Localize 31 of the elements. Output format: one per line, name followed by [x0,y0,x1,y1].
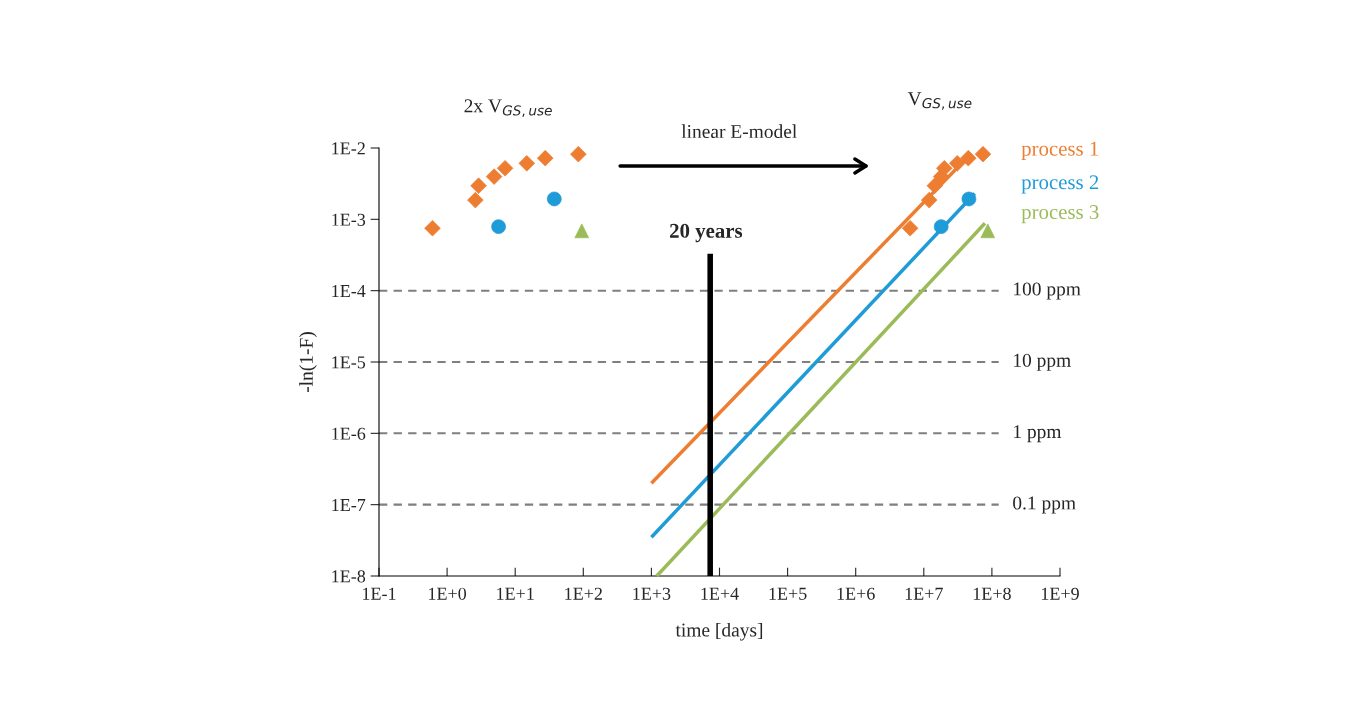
x-axis-title: time [days] [675,622,763,641]
y-tick-label: 1E-5 [332,356,366,369]
text: process 1 [1021,141,1099,160]
x-tick-label: 1E+6 [837,587,875,600]
ref-line-label: 100 ppm [1014,282,1081,300]
x-tick-label: 1E+3 [633,587,671,600]
y-tick-label: 1E-4 [332,285,366,297]
series-label: process 3 [1021,205,1099,224]
text: linear E-model [681,124,797,139]
ref-line-label: 10 ppm [1014,353,1071,371]
x-tick-label: 1E+2 [565,587,602,600]
y-tick-label: 1E-6 [332,427,366,440]
annotation: 20 years [670,223,743,243]
x-tick-label: 1E+1 [497,587,534,600]
x-tick-label: 1E+7 [905,587,943,600]
y-axis-title: -ln(1-F) [299,332,317,393]
y-tick-label: 1E-7 [332,499,366,511]
x-tick-label: 1E-1 [363,587,396,600]
ref-line-label: 1 ppm [1014,425,1062,443]
y-tick-label: 1E-3 [332,213,366,226]
x-tick-label: 1E+0 [429,587,467,600]
text: process 2 [1021,175,1099,194]
x-tick-label: 1E+9 [1041,587,1079,600]
y-tick-label: 1E-8 [332,570,366,583]
x-tick-label: 1E+4 [701,587,739,600]
text: 2x V$_{GS,use}$ [464,99,552,117]
text: V$_{GS,use}$ [907,92,972,110]
x-tick-label: 1E+8 [973,587,1011,600]
y-tick-label: 1E-2 [332,142,365,155]
ref-line-label: 0.1 ppm [1013,496,1076,514]
x-tick-label: 1E+5 [769,587,807,600]
